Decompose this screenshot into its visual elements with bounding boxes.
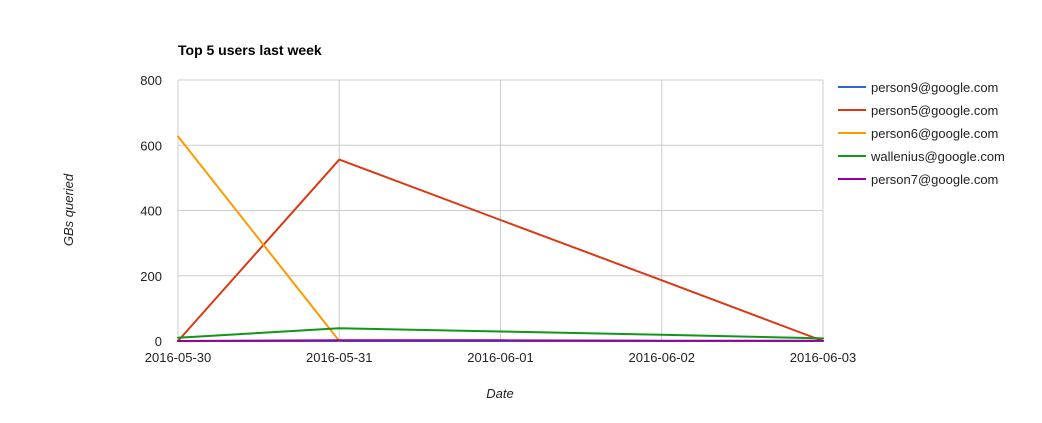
y-axis-label: GBs queried: [61, 173, 76, 246]
legend-label: wallenius@google.com: [870, 149, 1005, 164]
x-tick-label: 2016-05-31: [306, 350, 373, 365]
x-tick-label: 2016-05-30: [145, 350, 212, 365]
legend-item: wallenius@google.com: [838, 149, 1005, 164]
legend-label: person9@google.com: [871, 80, 998, 95]
y-tick-label: 800: [140, 73, 162, 88]
y-tick-label: 0: [155, 334, 162, 349]
legend-label: person5@google.com: [871, 103, 998, 118]
series-line-5: [177, 339, 824, 342]
y-tick-label: 400: [140, 204, 162, 219]
axes: 0 200 400 600 800 2016-05-30 2016-05-31 2016-06…: [140, 73, 856, 365]
legend-label: person6@google.com: [871, 126, 998, 141]
chart-title: Top 5 users last week: [178, 42, 322, 58]
series-lines: [177, 135, 824, 342]
gridlines: [177, 79, 824, 342]
legend-item: person9@google.com: [838, 80, 998, 95]
legend-item: person5@google.com: [838, 103, 998, 118]
y-tick-label: 600: [140, 138, 162, 153]
series-line-3: [177, 135, 341, 342]
x-tick-label: 2016-06-03: [790, 350, 857, 365]
series-line-2: [177, 158, 824, 342]
series-line-4: [177, 327, 824, 340]
legend-label: person7@google.com: [871, 172, 998, 187]
x-tick-label: 2016-06-01: [467, 350, 534, 365]
x-tick-label: 2016-06-02: [629, 350, 696, 365]
legend-item: person6@google.com: [838, 126, 998, 141]
x-axis-label: Date: [486, 386, 513, 401]
legend-item: person7@google.com: [838, 172, 998, 187]
legend: person9@google.com person5@google.com pers…: [838, 80, 1005, 187]
y-tick-label: 200: [140, 269, 162, 284]
